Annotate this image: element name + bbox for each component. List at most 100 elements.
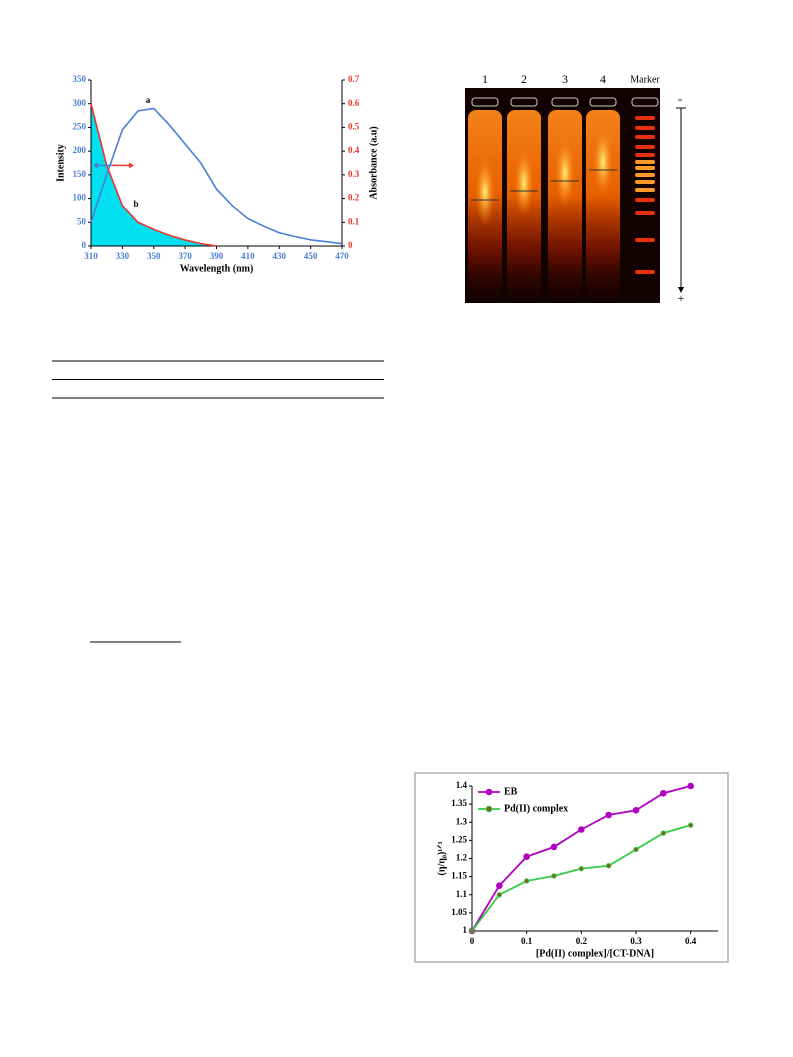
chart: 0 0.1 0.2 0.3 0.4 1 1.05 1.1 1.15 1.2 1.25 1.3 1.35 1… — [436, 780, 718, 959]
lane-core — [593, 127, 613, 197]
x-axis-label: [Pd(II) complex]/[CT-DNA] — [536, 948, 654, 959]
x-tick-label: 0 — [470, 936, 475, 946]
legend-label: EB — [504, 786, 518, 797]
annotation: a — [146, 95, 151, 105]
legend-marker — [485, 788, 493, 796]
y-tick-label: 200 — [73, 145, 87, 155]
point — [687, 782, 694, 790]
well — [589, 97, 617, 107]
well — [551, 97, 579, 107]
point — [551, 873, 557, 879]
y2-tick-label: 0.3 — [348, 169, 360, 179]
lane-core — [555, 138, 575, 208]
ladder-band — [635, 188, 655, 192]
y-tick-label: 1.4 — [456, 780, 468, 790]
point — [578, 826, 585, 833]
ladder-band — [635, 270, 655, 274]
x-tick-label: 330 — [116, 251, 130, 261]
ladder-band — [635, 116, 655, 120]
point — [633, 846, 639, 853]
y2-tick-label: 0.2 — [348, 193, 360, 203]
x-axis-label: Wavelength (nm) — [180, 263, 254, 274]
x-tick-label: 410 — [241, 251, 255, 261]
gel-image — [465, 88, 660, 303]
x-tick-label: 0.4 — [685, 936, 697, 946]
point — [687, 822, 694, 828]
ladder-band — [635, 135, 655, 139]
arrow-head — [129, 162, 134, 169]
y-tick-label: 1.2 — [456, 853, 468, 863]
point — [632, 806, 640, 814]
x-tick-label: 390 — [210, 251, 224, 261]
y-tick-label: 1.25 — [451, 834, 467, 844]
x-tick-label: 450 — [304, 251, 318, 261]
y-tick-label: 150 — [73, 169, 87, 179]
ladder-band — [635, 173, 655, 177]
point — [523, 853, 530, 860]
ladder-band — [635, 160, 655, 164]
lane-label: 4 — [600, 72, 606, 86]
line — [90, 103, 217, 247]
y2-tick-label: 0 — [348, 240, 353, 250]
point — [660, 789, 667, 797]
arrow-head — [678, 287, 684, 293]
x-tick-label: 470 — [335, 251, 349, 261]
y-tick-label: 0 — [82, 240, 87, 250]
point — [550, 843, 558, 851]
point — [605, 811, 612, 819]
y-tick-label: 1.15 — [451, 871, 467, 881]
y-tick-label: 50 — [77, 216, 87, 226]
point — [578, 865, 585, 872]
y-tick-label: 1.3 — [456, 816, 468, 826]
x-tick-label: 370 — [178, 251, 192, 261]
y-tick-label: 1.05 — [451, 907, 467, 917]
well — [471, 97, 499, 107]
y-tick-label: 350 — [73, 74, 87, 84]
y2-tick-label: 0.7 — [348, 74, 360, 84]
line — [90, 107, 343, 245]
y-tick-label: 1.35 — [451, 798, 467, 808]
y2-tick-label: 0.5 — [348, 121, 360, 131]
y2-axis-label: Absorbance (a.u) — [368, 126, 379, 199]
x-tick-label: 0.3 — [630, 936, 642, 946]
x-tick-label: 350 — [147, 251, 161, 261]
figure-frame — [414, 772, 729, 963]
arrow-head — [93, 162, 98, 169]
ladder-band — [635, 238, 655, 242]
x-tick-label: 310 — [84, 251, 98, 261]
y-tick-label: 100 — [73, 193, 87, 203]
polarity-label: + — [678, 291, 685, 305]
y-tick-label: 250 — [73, 121, 87, 131]
ladder-band — [635, 145, 655, 149]
ladder-band — [635, 198, 655, 202]
point — [660, 830, 667, 836]
x-tick-label: 0.1 — [521, 936, 533, 946]
well — [631, 97, 659, 107]
well — [510, 97, 538, 107]
x-tick-label: 0.2 — [576, 936, 588, 946]
lane-core — [475, 157, 495, 227]
ladder-band — [635, 153, 655, 157]
lane-label: 3 — [562, 72, 568, 86]
lane-label: 2 — [521, 72, 527, 86]
point — [496, 882, 503, 889]
legend-label: Pd(II) complex — [504, 803, 568, 814]
legend-marker — [485, 805, 493, 813]
point — [523, 878, 530, 884]
x-tick-label: 430 — [273, 251, 287, 261]
chart: 310 330 350 370 390 410 430 450 4700501001502002… — [55, 74, 379, 274]
polarity-label: - — [678, 91, 682, 106]
point — [605, 863, 612, 869]
y-tick-label: 1.1 — [456, 889, 468, 899]
point — [469, 928, 475, 934]
annotation: b — [133, 199, 138, 209]
lane-core — [514, 148, 534, 218]
lane-label: 1 — [482, 72, 488, 86]
y2-tick-label: 0.1 — [348, 216, 360, 226]
ladder-band — [635, 180, 655, 184]
line — [471, 824, 691, 932]
lane-label: Marker — [630, 74, 660, 85]
ladder-band — [635, 126, 655, 130]
y-tick-label: 300 — [73, 98, 87, 108]
